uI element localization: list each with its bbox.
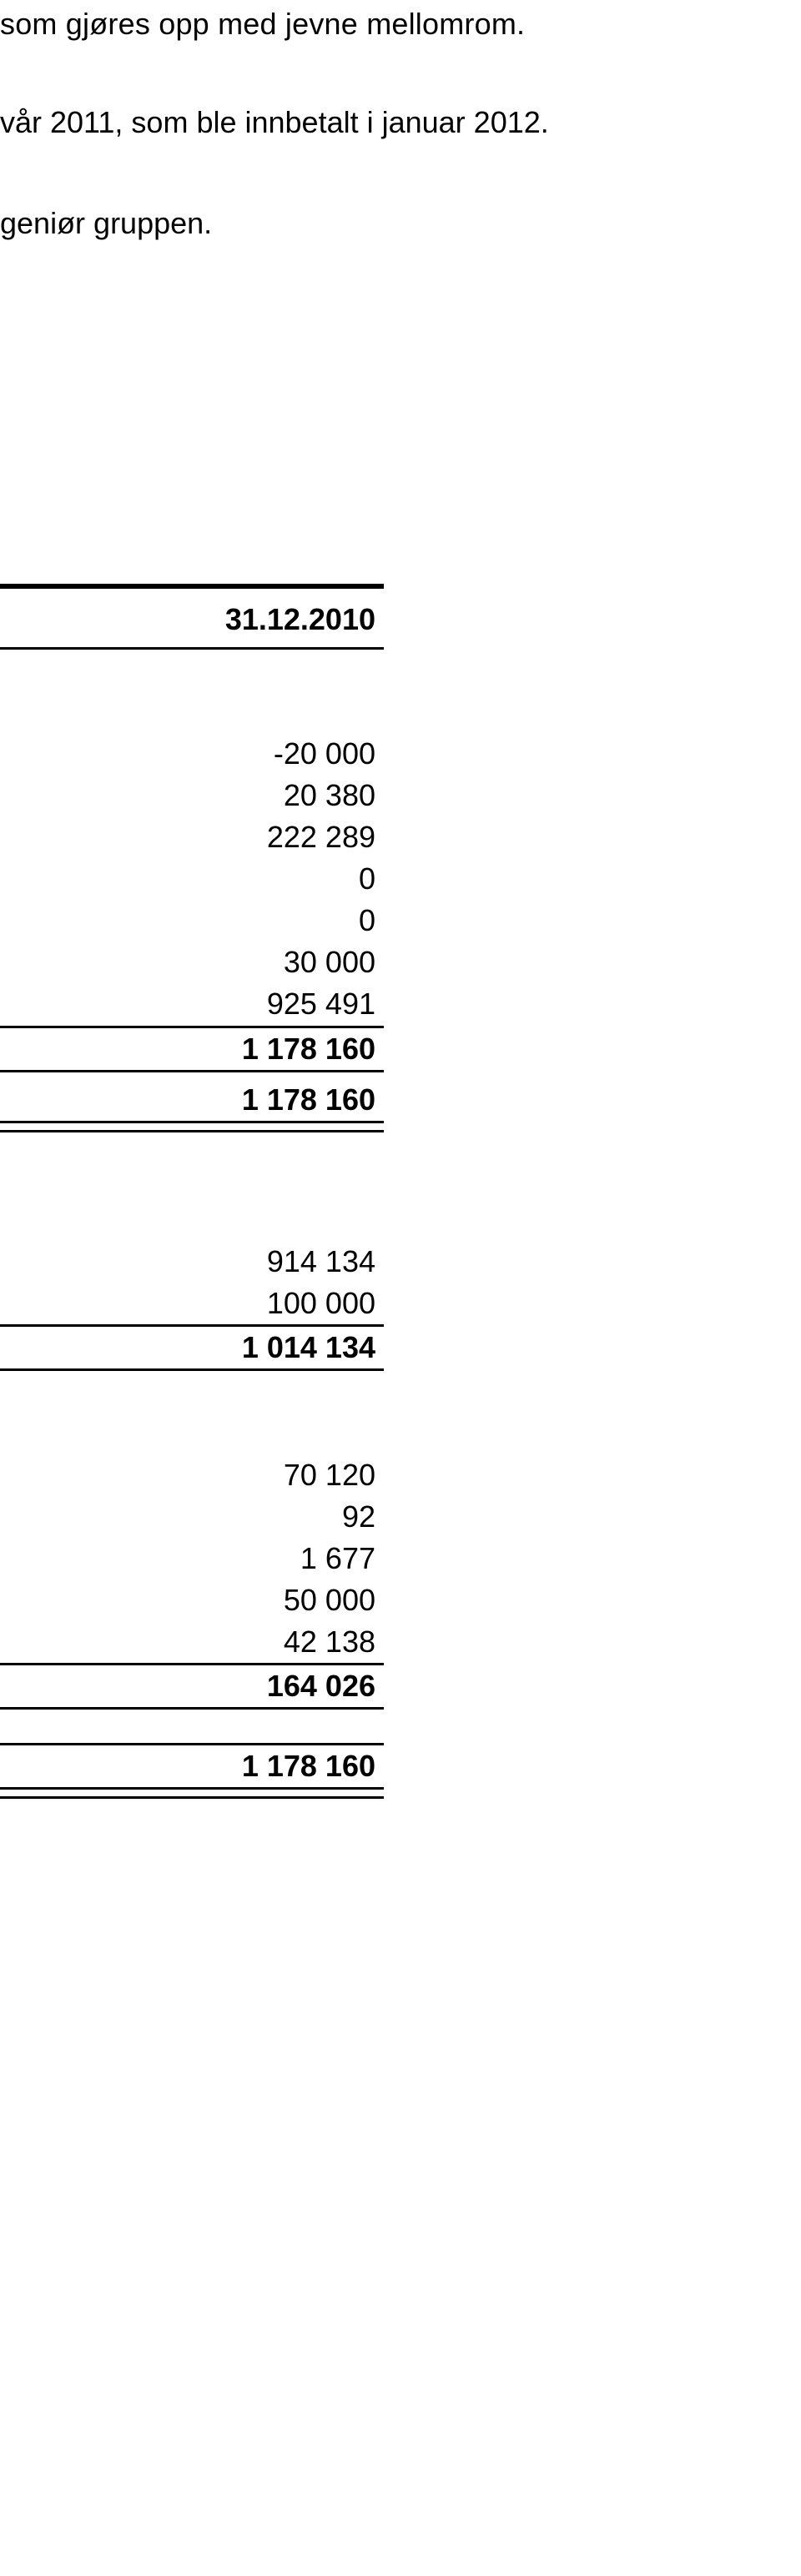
value: 1 677 — [0, 1538, 384, 1579]
value: 20 380 — [0, 775, 384, 816]
rule-double — [0, 1121, 384, 1132]
rule-double — [0, 1787, 384, 1799]
value: 92 — [0, 1496, 384, 1538]
financial-table: 31.12.2010 -20 000 20 380 222 289 0 0 30… — [0, 584, 384, 1799]
subtotal: 1 178 160 — [0, 1028, 384, 1070]
value: 925 491 — [0, 983, 384, 1025]
subtotal: 1 014 134 — [0, 1327, 384, 1368]
value: 100 000 — [0, 1283, 384, 1324]
value: 0 — [0, 858, 384, 900]
subtotal: 164 026 — [0, 1665, 384, 1707]
column-header-date: 31.12.2010 — [0, 589, 384, 647]
value: 30 000 — [0, 942, 384, 983]
text-fragment-3: geniør gruppen. — [0, 206, 212, 241]
value: 0 — [0, 900, 384, 942]
text-fragment-2: vår 2011, som ble innbetalt i januar 201… — [0, 105, 549, 140]
total: 1 178 160 — [0, 1079, 384, 1121]
value: 914 134 — [0, 1241, 384, 1283]
value: 222 289 — [0, 816, 384, 858]
text-fragment-1: som gjøres opp med jevne mellomrom. — [0, 7, 525, 42]
value: 50 000 — [0, 1579, 384, 1621]
value: -20 000 — [0, 733, 384, 775]
value: 70 120 — [0, 1454, 384, 1496]
grand-total: 1 178 160 — [0, 1745, 384, 1787]
value: 42 138 — [0, 1621, 384, 1663]
